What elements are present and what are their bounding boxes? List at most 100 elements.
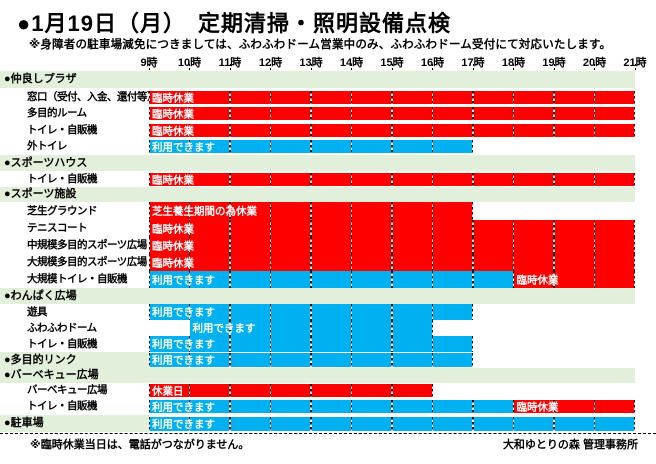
hour-gridline <box>634 417 635 431</box>
bar-status-label: 臨時休業 <box>152 240 194 252</box>
hour-gridline <box>149 336 150 352</box>
hour-gridline <box>634 271 635 288</box>
hour-gridline <box>229 237 231 254</box>
bar-status-label: 利用できます <box>192 322 256 335</box>
hour-gridline <box>269 202 272 220</box>
closed-bar: 休業日 <box>149 384 433 397</box>
available-bar: 利用できます <box>149 271 514 288</box>
hour-gridline <box>229 220 231 237</box>
hour-gridline <box>188 202 191 220</box>
page-title: ●1月19日（月） 定期清掃・照明設備点検 <box>17 11 451 36</box>
section-header-label: ●わんぱく広場 <box>4 289 77 302</box>
hour-gridline <box>593 400 596 413</box>
hour-gridline <box>188 91 191 104</box>
hour-gridline <box>149 202 150 220</box>
hour-label: 12時 <box>258 57 283 69</box>
hour-tick <box>229 64 231 70</box>
bar-status-label: 臨時休業 <box>152 108 194 120</box>
closed-bar: 臨時休業 <box>149 91 635 104</box>
hour-label: 11時 <box>218 57 242 69</box>
hour-gridline <box>188 124 191 137</box>
available-bar: 利用できます <box>149 336 473 352</box>
hour-gridline <box>269 271 272 288</box>
hour-gridline <box>269 400 272 413</box>
bar-status-label: 臨時休業 <box>152 174 194 186</box>
hour-gridline <box>350 254 353 271</box>
hour-tick <box>148 64 150 70</box>
hour-gridline <box>512 91 515 104</box>
hour-tick <box>634 64 636 70</box>
hour-gridline <box>431 173 434 186</box>
hour-gridline <box>512 124 515 137</box>
section-header-band <box>0 415 149 432</box>
section-header-band <box>0 155 635 171</box>
bar-status-label: 利用できます <box>152 401 215 413</box>
hour-gridline <box>350 140 353 153</box>
hour-gridline <box>431 304 434 320</box>
hour-gridline <box>391 202 393 220</box>
bar-status-label: 臨時休業 <box>516 401 559 413</box>
hour-gridline <box>472 202 473 220</box>
hour-gridline <box>391 271 393 288</box>
hour-gridline <box>512 237 515 254</box>
hour-gridline <box>188 384 191 397</box>
hour-gridline <box>269 336 272 352</box>
hour-gridline <box>269 91 272 104</box>
section-header-label: ●多目的リンク <box>4 353 77 366</box>
hour-gridline <box>472 336 473 352</box>
hour-gridline <box>188 400 191 413</box>
hour-gridline <box>269 124 272 137</box>
hour-gridline <box>310 271 312 288</box>
hour-gridline <box>229 254 231 271</box>
bar-status-label: 臨時休業 <box>152 92 194 104</box>
closed-bar: 臨時休業 <box>149 173 635 186</box>
hour-gridline <box>391 254 393 271</box>
facility-label: 遊具 <box>27 305 48 318</box>
footer-note-phone: ※臨時休業当日は、電話がつながりません。 <box>30 439 250 451</box>
closed-bar: 臨時休業 <box>513 271 635 288</box>
hour-gridline <box>391 304 393 320</box>
hour-gridline <box>472 124 474 137</box>
hour-gridline <box>229 140 231 153</box>
hour-gridline <box>431 220 434 237</box>
hour-gridline <box>350 400 353 413</box>
available-bar: 利用できます <box>149 140 473 153</box>
facility-label: 外トイレ <box>27 140 68 152</box>
available-bar: 利用できます <box>149 304 473 320</box>
hour-gridline <box>149 254 150 271</box>
closed-bar: 臨時休業 <box>149 107 635 120</box>
hour-gridline <box>350 304 353 320</box>
hour-gridline <box>350 124 353 137</box>
hour-label: 13時 <box>299 57 323 69</box>
facility-label: トイレ・自販機 <box>27 337 98 350</box>
hour-gridline <box>188 304 191 320</box>
hour-gridline <box>229 336 231 352</box>
facility-label: テニスコート <box>27 222 88 234</box>
hour-gridline <box>310 417 312 431</box>
hour-gridline <box>553 417 555 431</box>
hour-gridline <box>431 202 434 220</box>
hour-gridline <box>310 254 312 271</box>
hour-label: 18時 <box>501 57 526 69</box>
bar-status-label: 利用できます <box>152 418 215 431</box>
hour-gridline <box>472 140 473 153</box>
page-subtitle: ※身障者の駐車場減免につきましては、ふわふわドーム営業中のみ、ふわふわドーム受付… <box>29 39 612 51</box>
hour-gridline <box>229 91 231 104</box>
hour-gridline <box>593 417 596 431</box>
hour-gridline <box>188 336 191 352</box>
closed-bar: 芝生養生期間の為休業 <box>149 202 473 220</box>
hour-gridline <box>634 124 635 137</box>
facility-label: 中規模多目的スポーツ広場 <box>27 239 147 251</box>
hour-gridline <box>593 220 596 237</box>
hour-gridline <box>472 237 474 254</box>
section-header-band <box>0 352 149 368</box>
hour-gridline <box>593 237 596 254</box>
hour-gridline <box>350 202 353 220</box>
hour-gridline <box>431 417 434 431</box>
hour-gridline <box>391 353 393 367</box>
hour-gridline <box>391 107 393 120</box>
hour-gridline <box>149 400 150 413</box>
section-header-band <box>0 187 635 202</box>
hour-gridline <box>431 91 434 104</box>
hour-gridline <box>229 271 231 288</box>
